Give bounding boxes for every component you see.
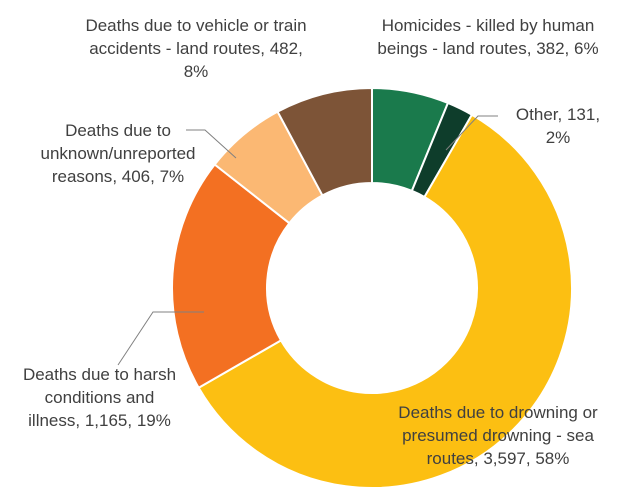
category-label: Deaths due to unknown/unreported reasons	[40, 121, 195, 186]
donut-slice	[276, 86, 373, 197]
data-label: Deaths due to harsh conditions and illne…	[22, 363, 177, 432]
donut-slice	[197, 113, 573, 489]
data-label: Deaths due to drowning or presumed drown…	[382, 401, 614, 470]
category-label: Other	[516, 105, 567, 124]
data-label: Other131, 2%	[508, 103, 608, 149]
value-label: 3,597, 58%	[483, 449, 570, 468]
leader-line	[117, 311, 204, 366]
donut-slice	[171, 163, 291, 390]
value-label: 482, 8%	[183, 39, 303, 81]
data-label: Homicides - killed by human beings - lan…	[362, 14, 614, 60]
value-label: 406, 7%	[121, 167, 185, 186]
leader-line	[186, 129, 237, 159]
value-label: 382, 6%	[536, 39, 599, 58]
data-label: Deaths due to unknown/unreported reasons…	[28, 119, 208, 188]
value-label: 1,165, 19%	[84, 411, 171, 430]
value-label: 131, 2%	[545, 105, 601, 147]
data-label: Deaths due to vehicle or train accidents…	[80, 14, 312, 83]
leader-line	[445, 115, 498, 151]
